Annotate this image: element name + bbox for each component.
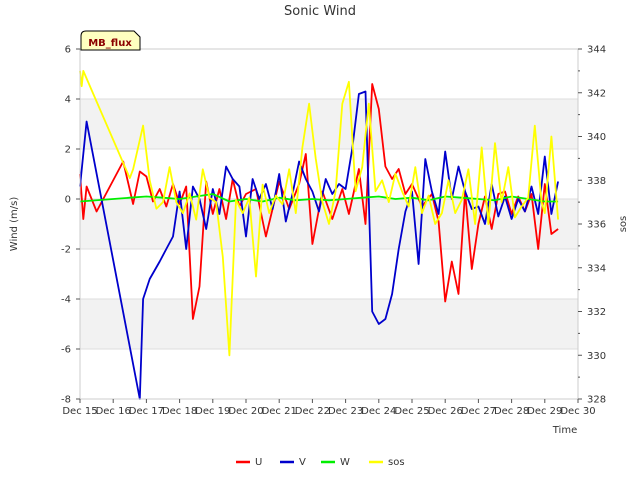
series-line-u <box>79 83 559 320</box>
y-tick-label: -2 <box>61 245 71 256</box>
legend-label-v: V <box>299 457 306 468</box>
y-tick-label: -6 <box>61 345 71 356</box>
y-axis-ticks: -8 -6 -4 -2 0 2 4 6 <box>61 45 80 406</box>
band <box>80 299 578 349</box>
x-tick-label: Dec 23 <box>328 406 363 417</box>
y2-tick-label: 334 <box>587 263 606 274</box>
y2-tick-label: 342 <box>587 88 606 99</box>
y-tick-label: 6 <box>65 45 71 56</box>
y-tick-label: -8 <box>61 395 71 406</box>
legend-label-u: U <box>255 457 262 468</box>
x-tick-label: Dec 17 <box>129 406 164 417</box>
badge-label: MB_flux <box>88 38 132 49</box>
x-tick-label: Dec 29 <box>527 406 562 417</box>
y-tick-label: 2 <box>65 145 71 156</box>
x-tick-label: Dec 26 <box>428 406 463 417</box>
y2-axis-ticks: 328 330 332 334 336 338 340 342 344 <box>578 45 606 406</box>
x-tick-label: Dec 27 <box>461 406 496 417</box>
y2-tick-label: 344 <box>587 45 606 56</box>
x-tick-label: Dec 30 <box>560 406 595 417</box>
series-line-w <box>79 193 559 203</box>
legend-label-w: W <box>340 457 350 468</box>
x-tick-label: Dec 24 <box>361 406 396 417</box>
x-tick-label: Dec 21 <box>262 406 297 417</box>
x-tick-label: Dec 22 <box>295 406 330 417</box>
chart-title: Sonic Wind <box>284 4 356 19</box>
y2-axis-label: sos <box>618 216 629 233</box>
y-axis-label: Wind (m/s) <box>9 197 20 252</box>
y2-tick-label: 340 <box>587 132 606 143</box>
y2-tick-label: 338 <box>587 176 606 187</box>
y2-tick-label: 328 <box>587 395 606 406</box>
badge-box <box>80 30 141 51</box>
y-tick-label: 4 <box>65 95 71 106</box>
y2-tick-label: 332 <box>587 307 606 318</box>
y-tick-label: 0 <box>65 195 71 206</box>
x-tick-label: Dec 28 <box>494 406 529 417</box>
series-lines <box>79 70 559 400</box>
x-axis-label: Time <box>552 425 577 436</box>
x-tick-label: Dec 20 <box>228 406 263 417</box>
station-badge: MB_flux <box>80 30 141 51</box>
series-line-sos <box>79 70 559 357</box>
x-tick-label: Dec 18 <box>162 406 197 417</box>
legend-label-sos: sos <box>388 457 405 468</box>
band <box>80 99 578 149</box>
x-tick-label: Dec 15 <box>62 406 97 417</box>
x-tick-label: Dec 25 <box>394 406 429 417</box>
y2-tick-label: 336 <box>587 220 606 231</box>
x-tick-label: Dec 16 <box>96 406 131 417</box>
y2-tick-label: 330 <box>587 351 606 362</box>
x-tick-label: Dec 19 <box>195 406 230 417</box>
y-tick-label: -4 <box>61 295 71 306</box>
